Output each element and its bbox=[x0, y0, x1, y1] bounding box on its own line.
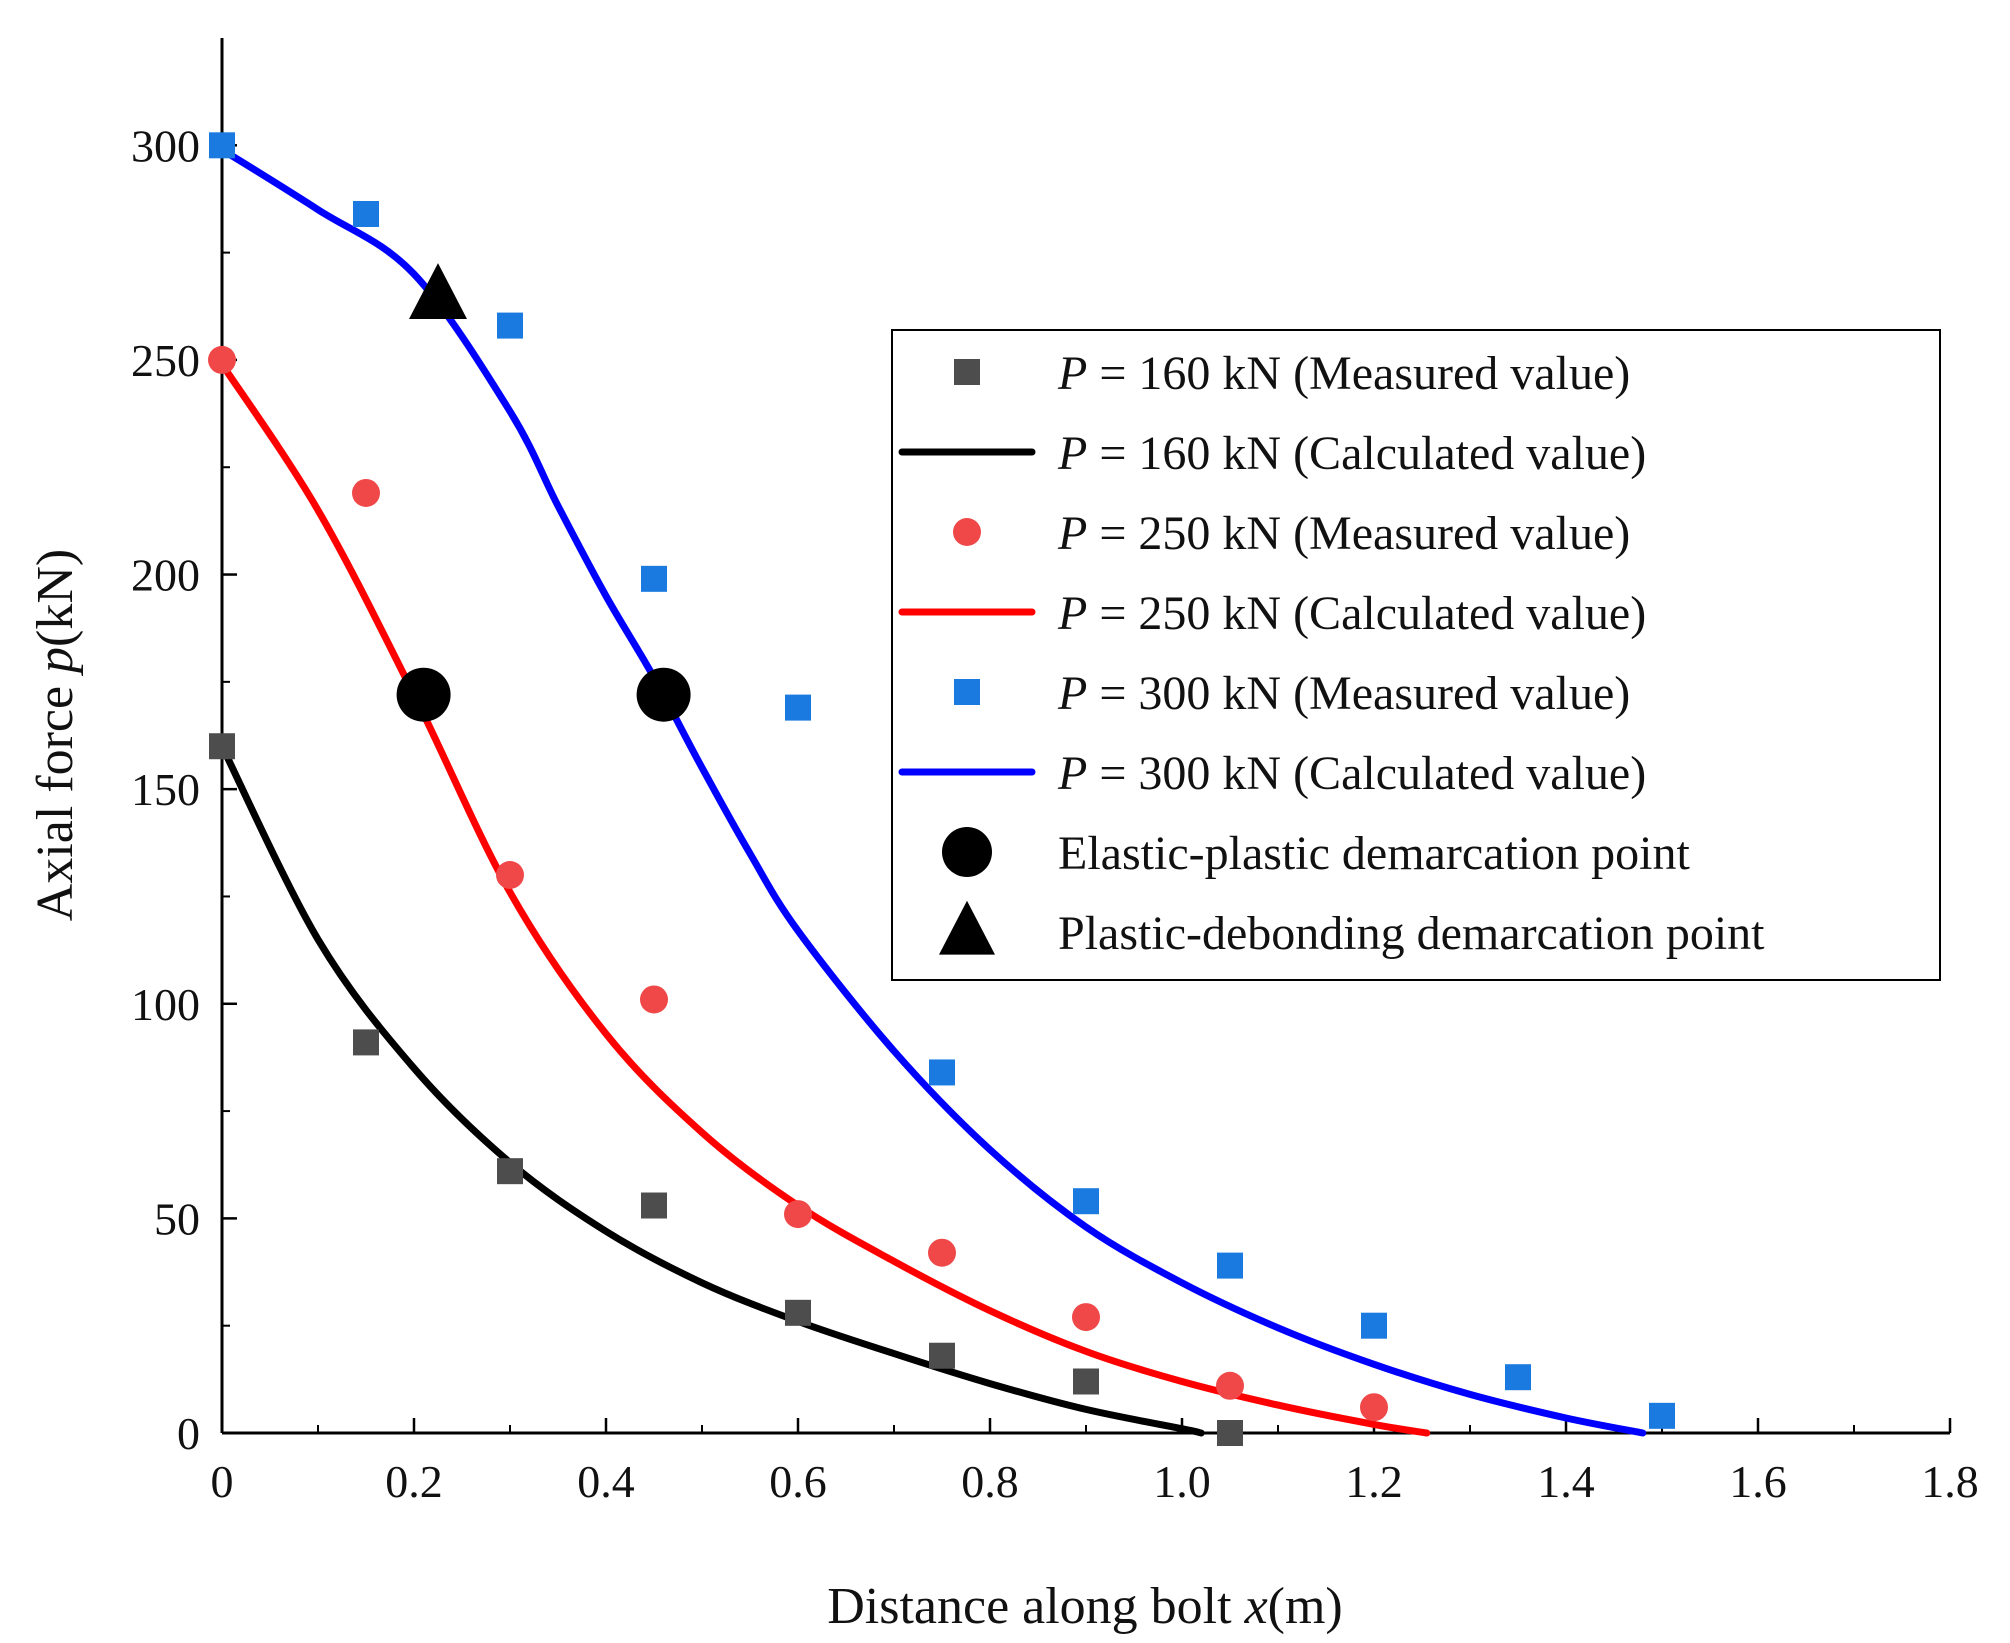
x-tick-label: 1.6 bbox=[1729, 1456, 1787, 1507]
data-point-0 bbox=[1217, 1420, 1243, 1446]
legend-label: P = 250 kN (Measured value) bbox=[1057, 507, 1630, 560]
data-point-4 bbox=[1505, 1364, 1531, 1391]
series-line-1 bbox=[218, 742, 1205, 1437]
legend-swatch-marker bbox=[939, 900, 995, 955]
series-markers bbox=[208, 132, 1675, 1446]
data-point-4 bbox=[785, 694, 811, 721]
series-line-3 bbox=[218, 360, 1431, 1437]
legend-swatch-marker bbox=[953, 518, 981, 546]
data-point-2 bbox=[640, 985, 668, 1014]
data-point-4 bbox=[929, 1059, 955, 1086]
data-point-4 bbox=[1649, 1402, 1675, 1429]
y-tick-label: 150 bbox=[131, 764, 200, 815]
y-tick-label: 0 bbox=[177, 1408, 200, 1459]
data-point-2 bbox=[784, 1200, 812, 1229]
x-tick-label: 0.6 bbox=[769, 1456, 827, 1507]
data-point-4 bbox=[641, 565, 667, 592]
legend-label: Elastic-plastic demarcation point bbox=[1058, 827, 1690, 880]
y-tick-label: 200 bbox=[131, 550, 200, 601]
x-tick-label: 1.0 bbox=[1153, 1456, 1211, 1507]
x-tick-label: 1.2 bbox=[1345, 1456, 1403, 1507]
data-point-0 bbox=[785, 1299, 811, 1326]
data-point-0 bbox=[929, 1342, 955, 1369]
y-tick-label: 300 bbox=[131, 120, 200, 171]
x-tick-label: 0.2 bbox=[385, 1456, 443, 1507]
legend-label: P = 160 kN (Measured value) bbox=[1057, 347, 1630, 400]
data-point-4 bbox=[1217, 1252, 1243, 1279]
legend-swatch-marker bbox=[954, 679, 980, 705]
legend-swatch-marker bbox=[954, 359, 980, 385]
y-tick-label: 100 bbox=[131, 979, 200, 1030]
legend-label: Plastic-debonding demarcation point bbox=[1058, 907, 1765, 960]
data-point-2 bbox=[208, 345, 236, 374]
legend-label: P = 160 kN (Calculated value) bbox=[1057, 427, 1646, 480]
x-tick-label: 0 bbox=[211, 1456, 234, 1507]
data-point-2 bbox=[352, 478, 380, 507]
y-tick-label: 50 bbox=[154, 1193, 200, 1244]
series-line-5 bbox=[218, 146, 1647, 1437]
data-point-4 bbox=[209, 132, 235, 159]
series-lines bbox=[218, 146, 1647, 1437]
data-point-0 bbox=[1073, 1368, 1099, 1395]
data-point-2 bbox=[496, 861, 524, 889]
data-point-0 bbox=[209, 733, 235, 760]
legend-box bbox=[891, 329, 1941, 981]
x-axis-title: Distance along bolt x(m) bbox=[827, 1578, 1343, 1635]
data-point-0 bbox=[353, 1029, 379, 1056]
y-tick-label: 250 bbox=[131, 335, 200, 386]
tick-labels: 0 0.2 0.4 0.6 0.8 1.0 1.2 1.4 1.6 1.8 0 50 100 150 200… bbox=[131, 120, 1979, 1507]
x-tick-label: 0.8 bbox=[961, 1456, 1019, 1507]
data-point-4 bbox=[1073, 1188, 1099, 1215]
x-tick-label: 0.4 bbox=[577, 1456, 635, 1507]
y-axis-title: Axial force p(kN) bbox=[27, 549, 84, 922]
data-point-0 bbox=[497, 1158, 523, 1185]
data-point-4 bbox=[353, 200, 379, 227]
data-point-2 bbox=[928, 1238, 956, 1267]
demarcation-point-0 bbox=[636, 667, 691, 722]
x-tick-label: 1.8 bbox=[1921, 1456, 1979, 1507]
demarcation-point-0 bbox=[396, 667, 451, 722]
data-point-2 bbox=[1072, 1303, 1100, 1332]
x-tick-label: 1.4 bbox=[1537, 1456, 1595, 1507]
data-point-2 bbox=[1360, 1393, 1388, 1422]
legend: P = 160 kN (Measured value) P = 160 kN (C… bbox=[891, 329, 1941, 981]
legend-label: P = 300 kN (Measured value) bbox=[1057, 667, 1630, 720]
demarcation-point-1 bbox=[409, 263, 467, 320]
data-point-4 bbox=[497, 312, 523, 339]
legend-swatch-marker bbox=[942, 827, 992, 877]
data-point-2 bbox=[1216, 1371, 1244, 1400]
data-point-0 bbox=[641, 1192, 667, 1219]
legend-label: P = 300 kN (Calculated value) bbox=[1057, 747, 1646, 800]
data-point-4 bbox=[1361, 1312, 1387, 1339]
legend-label: P = 250 kN (Calculated value) bbox=[1057, 587, 1646, 640]
demarcation-markers bbox=[396, 263, 691, 722]
